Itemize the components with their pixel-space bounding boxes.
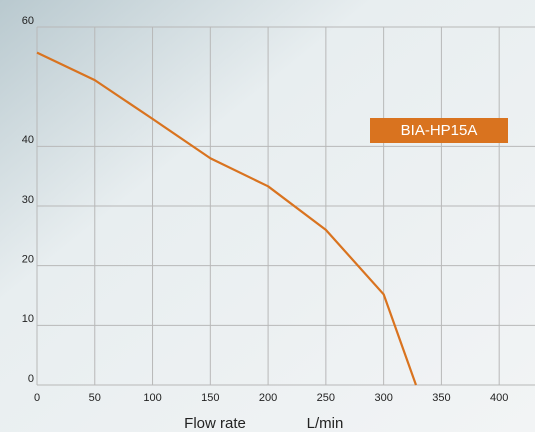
x-tick-label: 50 [89, 392, 101, 404]
y-tick-label: 30 [22, 194, 34, 206]
y-tick-label: 0 [28, 373, 34, 385]
x-tick-label: 300 [374, 392, 392, 404]
y-tick-label: 60 [22, 15, 34, 27]
x-tick-label: 400 [490, 392, 508, 404]
x-tick-label: 100 [143, 392, 161, 404]
x-axis-unit: L/min [307, 415, 344, 432]
x-tick-label: 0 [34, 392, 40, 404]
x-tick-label: 350 [432, 392, 450, 404]
x-tick-label: 200 [259, 392, 277, 404]
x-axis-label: Flow rate [184, 415, 246, 432]
legend-label: BIA-HP15A [401, 122, 478, 139]
y-tick-label: 40 [22, 134, 34, 146]
curve [36, 51, 418, 386]
x-tick-label: 250 [317, 392, 335, 404]
y-tick-label: 10 [22, 313, 34, 325]
legend-box [370, 118, 508, 143]
y-tick-label: 20 [22, 254, 34, 266]
x-tick-label: 150 [201, 392, 219, 404]
